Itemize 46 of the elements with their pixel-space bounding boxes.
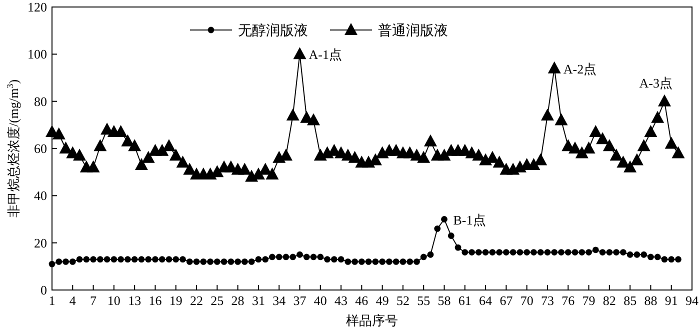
y-tick-label: 120 — [28, 0, 47, 14]
x-tick-label: 43 — [334, 293, 348, 308]
x-tick-label: 64 — [479, 293, 493, 308]
annotation: A-1点 — [308, 47, 342, 62]
x-tick-label: 19 — [169, 293, 182, 308]
x-tick-label: 22 — [190, 293, 204, 308]
x-tick-label: 1 — [48, 293, 56, 308]
x-tick-label: 10 — [107, 293, 120, 308]
x-tick-label: 46 — [355, 293, 369, 308]
x-tick-label: 61 — [458, 293, 472, 308]
y-tick-label: 20 — [34, 235, 47, 250]
x-tick-label: 40 — [314, 293, 327, 308]
x-tick-label: 76 — [562, 293, 576, 308]
x-tick-label: 58 — [438, 293, 451, 308]
annotation: B-1点 — [453, 212, 486, 228]
legend-label: 普通润版液 — [378, 22, 448, 39]
y-tick-label: 80 — [34, 94, 47, 109]
x-tick-label: 52 — [396, 293, 410, 308]
x-tick-label: 4 — [69, 293, 76, 308]
x-tick-label: 25 — [210, 293, 224, 308]
x-tick-label: 28 — [231, 293, 244, 308]
y-tick-label: 100 — [28, 46, 47, 62]
x-tick-label: 79 — [582, 293, 596, 308]
x-tick-label: 85 — [624, 293, 637, 308]
y-tick-label: 0 — [40, 282, 47, 298]
x-tick-label: 91 — [664, 293, 678, 308]
x-tick-label: 88 — [644, 293, 658, 308]
annotation: A-3点 — [639, 75, 672, 90]
x-tick-label: 16 — [148, 293, 162, 308]
x-tick-label: 34 — [272, 293, 286, 308]
x-tick-label: 37 — [293, 293, 307, 308]
x-tick-label: 31 — [252, 293, 265, 308]
legend-label: 无醇润版液 — [238, 23, 308, 39]
y-tick-label: 60 — [34, 141, 47, 156]
x-tick-label: 82 — [602, 293, 616, 308]
x-tick-label: 67 — [500, 293, 514, 308]
x-tick-label: 73 — [540, 293, 554, 308]
x-tick-label: 94 — [686, 293, 699, 308]
x-tick-label: 55 — [417, 293, 430, 308]
y-tick-label: 40 — [34, 188, 47, 204]
annotation: A-2点 — [563, 61, 597, 76]
x-tick-label: 49 — [376, 293, 389, 308]
x-tick-label: 70 — [520, 293, 534, 308]
x-tick-label: 7 — [90, 293, 98, 308]
x-tick-label: 13 — [128, 293, 142, 308]
x-axis-title: 样品序号 — [346, 313, 398, 328]
